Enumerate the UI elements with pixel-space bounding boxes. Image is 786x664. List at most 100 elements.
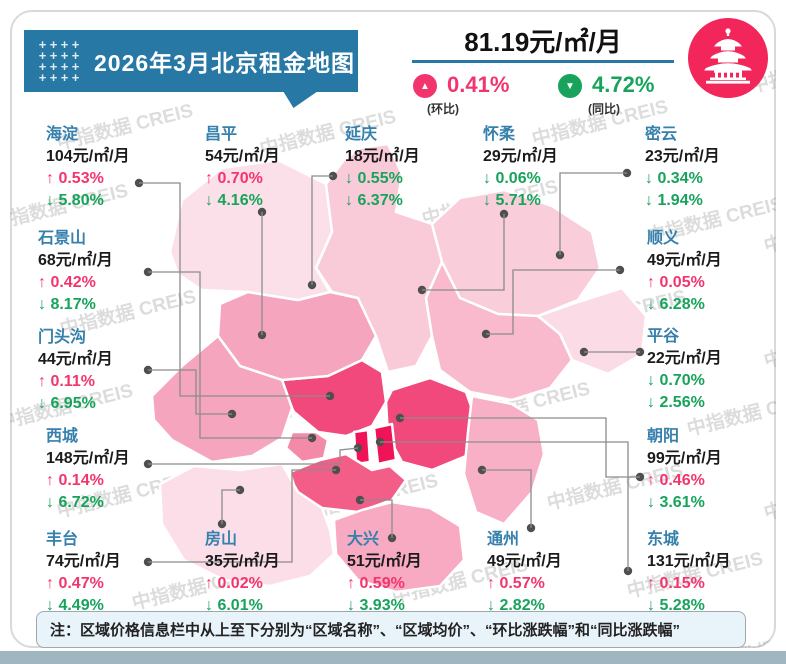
- up-arrow-icon: ↑: [46, 575, 59, 592]
- district-name: 门头沟: [38, 329, 87, 346]
- district-card-daxing: 大兴 51元/㎡/月 ↑ 0.59% ↓ 3.93%: [347, 529, 479, 617]
- plus-glyph: +: [49, 59, 58, 74]
- footnote: 注：区域价格信息栏中从上至下分别为“区域名称”、“区域均价”、“环比涨跌幅”和“…: [36, 611, 746, 648]
- percent-value: 5.28%: [659, 597, 705, 614]
- percent-value: 0.70%: [659, 372, 705, 389]
- district-mom-change: ↑ 0.14%: [46, 470, 178, 492]
- district-mom-change: ↑ 0.70%: [205, 168, 337, 190]
- up-arrow-icon: ↑: [647, 575, 660, 592]
- district-price: 131元/㎡/月: [647, 553, 731, 570]
- connector-line-huairou: [422, 214, 505, 291]
- down-arrow-icon: ↓: [483, 170, 496, 187]
- up-arrow-icon: ↑: [647, 274, 660, 291]
- district-mom-change: ↑ 0.05%: [647, 272, 779, 294]
- plus-glyph: +: [71, 48, 80, 63]
- percent-value: 0.42%: [50, 274, 96, 291]
- down-triangle-icon: ▼: [565, 80, 575, 92]
- map-region-fangshan: [158, 462, 336, 588]
- temple-of-heaven-logo: [688, 18, 768, 98]
- connector-line-xicheng: [148, 447, 359, 465]
- percent-value: 4.49%: [58, 597, 104, 614]
- district-yoy-change: ↓ 2.82%: [487, 595, 619, 617]
- district-card-chaoyang: 朝阳 99元/㎡/月 ↑ 0.46% ↓ 3.61%: [647, 426, 779, 514]
- district-name: 顺义: [647, 230, 680, 247]
- plus-glyph: +: [71, 70, 80, 85]
- yoy-down-badge-icon: ▼: [558, 74, 582, 98]
- up-arrow-icon: ↑: [205, 170, 218, 187]
- down-arrow-icon: ↓: [647, 296, 660, 313]
- percent-value: 3.61%: [659, 494, 705, 511]
- district-price: 148元/㎡/月: [46, 450, 130, 467]
- district-card-fengtai: 丰台 74元/㎡/月 ↑ 0.47% ↓ 4.49%: [46, 529, 178, 617]
- up-arrow-icon: ↑: [38, 373, 51, 390]
- down-arrow-icon: ↓: [647, 394, 660, 411]
- district-mom-change: ↑ 0.57%: [487, 573, 619, 595]
- down-arrow-icon: ↓: [487, 597, 500, 614]
- district-price: 22元/㎡/月: [647, 350, 722, 367]
- percent-value: 1.94%: [657, 192, 703, 209]
- down-arrow-icon: ↓: [483, 192, 496, 209]
- percent-value: 0.06%: [495, 170, 541, 187]
- plus-glyph: +: [38, 37, 47, 52]
- district-price: 54元/㎡/月: [205, 148, 280, 165]
- map-region-mentougou: [150, 334, 294, 464]
- down-arrow-icon: ↓: [46, 192, 59, 209]
- district-yoy-change: ↓ 8.17%: [38, 294, 170, 316]
- percent-value: 0.46%: [659, 472, 705, 489]
- map-region-huairou: [314, 142, 444, 374]
- plus-glyph: +: [49, 70, 58, 85]
- district-name: 密云: [645, 126, 678, 143]
- down-arrow-icon: ↓: [645, 192, 658, 209]
- percent-value: 0.05%: [659, 274, 705, 291]
- connector-line-tongzhou: [482, 469, 532, 528]
- percent-value: 0.70%: [217, 170, 263, 187]
- percent-value: 2.82%: [499, 597, 545, 614]
- percent-value: 0.53%: [58, 170, 104, 187]
- connector-line-fengtai: [148, 469, 336, 563]
- down-arrow-icon: ↓: [647, 494, 660, 511]
- down-arrow-icon: ↓: [345, 192, 358, 209]
- plus-glyph: +: [49, 48, 58, 63]
- percent-value: 6.95%: [50, 395, 96, 412]
- district-mom-change: ↑ 0.15%: [647, 573, 779, 595]
- district-card-huairou: 怀柔 29元/㎡/月 ↓ 0.06% ↓ 5.71%: [483, 124, 615, 212]
- district-yoy-change: ↓ 5.71%: [483, 190, 615, 212]
- district-yoy-change: ↓ 6.95%: [38, 393, 170, 415]
- plus-grid-icon: + + + + + + + + + + + + + + + +: [37, 37, 81, 85]
- plus-glyph: +: [38, 48, 47, 63]
- up-arrow-icon: ↑: [487, 575, 500, 592]
- district-name: 丰台: [46, 531, 79, 548]
- district-name: 西城: [46, 428, 79, 445]
- percent-value: 4.16%: [217, 192, 263, 209]
- district-card-miyun: 密云 23元/㎡/月 ↓ 0.34% ↓ 1.94%: [645, 124, 777, 212]
- plus-glyph: +: [60, 37, 69, 52]
- district-card-xicheng: 西城 148元/㎡/月 ↑ 0.14% ↓ 6.72%: [46, 426, 178, 514]
- map-region-chaoyang: [384, 376, 480, 472]
- down-arrow-icon: ↓: [46, 597, 59, 614]
- percent-value: 0.34%: [657, 170, 703, 187]
- up-arrow-icon: ↑: [38, 274, 51, 291]
- down-arrow-icon: ↓: [38, 395, 51, 412]
- mom-label: (环比): [427, 102, 459, 116]
- percent-value: 5.71%: [495, 192, 541, 209]
- map-region-daxing: [332, 500, 466, 594]
- up-arrow-icon: ↑: [46, 170, 59, 187]
- district-name: 怀柔: [483, 126, 516, 143]
- connector-line-dongcheng: [380, 441, 629, 571]
- district-price: 51元/㎡/月: [347, 553, 422, 570]
- district-yoy-change: ↓ 6.01%: [205, 595, 337, 617]
- district-card-mentougou: 门头沟 44元/㎡/月 ↑ 0.11% ↓ 6.95%: [38, 327, 170, 415]
- district-mom-change: ↓ 0.06%: [483, 168, 615, 190]
- district-yoy-change: ↓ 5.28%: [647, 595, 779, 617]
- district-yoy-change: ↓ 3.61%: [647, 492, 779, 514]
- plus-glyph: +: [49, 37, 58, 52]
- down-arrow-icon: ↓: [647, 372, 660, 389]
- connector-line-daxing: [360, 499, 393, 538]
- percent-value: 2.56%: [659, 394, 705, 411]
- connector-line-shijingshan: [148, 271, 312, 439]
- district-yoy-change: ↓ 6.37%: [345, 190, 477, 212]
- down-arrow-icon: ↓: [46, 494, 59, 511]
- district-name: 房山: [205, 531, 238, 548]
- district-card-tongzhou: 通州 49元/㎡/月 ↑ 0.57% ↓ 2.82%: [487, 529, 619, 617]
- up-arrow-icon: ↑: [46, 472, 59, 489]
